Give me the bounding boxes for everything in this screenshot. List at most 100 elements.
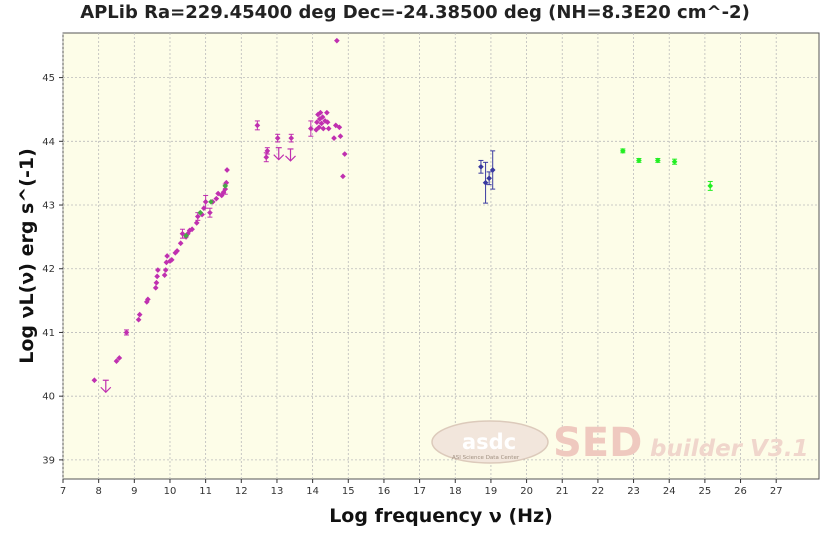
data-point [153,279,160,286]
x-tick-label: 27 [770,486,783,497]
data-point [154,273,160,280]
grid-lines [62,33,819,479]
data-point [161,272,168,278]
data-point [340,173,346,180]
x-tick-label: 22 [592,486,605,497]
data-point [213,195,220,202]
y-tick-label: 42 [42,264,55,275]
upper-limit-arrowhead [273,154,285,161]
data-point [189,226,195,233]
data-point [671,158,678,165]
data-point [224,167,230,173]
data-point [207,209,213,216]
x-tick-label: 11 [199,486,212,497]
sed-builder-watermark: asdc ASI Science Data Center SED builder… [431,420,809,466]
data-point [152,285,159,291]
sed-watermark-text: SED [553,420,642,466]
data-point [314,119,320,126]
data-point [478,163,484,170]
x-tick-label: 13 [271,486,284,497]
data-point [136,311,143,318]
data-point [336,124,343,131]
data-point [324,109,330,116]
x-tick-label: 15 [342,486,355,497]
asdc-logo-text: asdc [462,430,516,454]
y-tick-label: 43 [42,201,55,212]
x-tick-label: 25 [699,486,712,497]
data-point [116,355,123,361]
data-point [654,157,661,164]
data-point [288,135,295,141]
data-point [337,133,344,140]
data-point [331,135,337,141]
y-tick-label: 39 [42,455,55,466]
data-point [162,267,169,273]
data-point [318,120,325,127]
y-axis-title: Log νL(ν) erg s^(-1) [16,148,38,364]
data-point [341,151,348,157]
x-axis-title: Log frequency ν (Hz) [329,505,553,527]
x-tick-label: 17 [413,486,426,497]
data-point [254,122,261,129]
x-tick-label: 26 [734,486,747,497]
y-tick-label: 44 [42,137,55,148]
data-point [168,256,175,263]
data-point [193,220,200,226]
data-point [636,157,642,164]
x-tick-label: 24 [663,486,676,497]
data-point [308,125,314,132]
x-tick-label: 7 [60,486,66,497]
y-tick-label: 45 [42,73,55,84]
x-tick-label: 16 [378,486,391,497]
data-point [194,213,201,220]
data-point [183,232,189,239]
data-point [177,240,184,247]
x-tick-label: 21 [556,486,569,497]
data-points [91,37,714,394]
x-tick-label: 8 [95,486,101,497]
asdc-logo-subtitle: ASI Science Data Center [452,455,520,461]
data-point [197,209,204,216]
data-point [222,183,229,189]
builder-watermark-text: builder V3.1 [650,436,809,462]
chart-title: APLib Ra=229.45400 deg Dec=-24.38500 deg… [80,2,750,23]
data-point [707,183,714,189]
data-point [222,186,229,192]
y-tick-label: 41 [42,328,55,339]
data-point [164,253,170,259]
data-point [324,119,331,126]
x-tick-label: 14 [306,486,319,497]
data-point [325,125,332,132]
x-tick-label: 19 [485,486,498,497]
plot-background [62,32,820,480]
data-point [145,296,151,303]
data-point [174,248,180,254]
data-point [620,148,626,154]
data-point [263,154,270,161]
y-tick-label: 40 [42,392,55,403]
x-tick-label: 10 [164,486,177,497]
x-tick-label: 23 [627,486,640,497]
data-point [316,124,322,131]
asdc-logo-oval [431,420,549,464]
x-tick-label: 18 [449,486,462,497]
x-tick-label: 9 [131,486,137,497]
data-point [135,316,142,323]
data-point [208,199,214,205]
axis-ticks: 7 8 9 10 11 12 13 14 15 16 17 18 19 20 21 22 23 24 25 26 27 3… [42,73,782,497]
data-point [319,114,326,120]
data-point [486,175,492,182]
upper-limit-arrowhead [285,155,296,162]
data-point [155,267,161,273]
data-point [320,125,327,132]
x-tick-label: 20 [520,486,533,497]
data-point [489,167,496,173]
data-point [202,199,209,205]
x-tick-label: 12 [235,486,248,497]
data-point [91,377,98,384]
data-point [264,148,271,154]
data-point [113,358,120,364]
data-point [274,135,281,141]
upper-limit-arrowhead [100,386,112,394]
